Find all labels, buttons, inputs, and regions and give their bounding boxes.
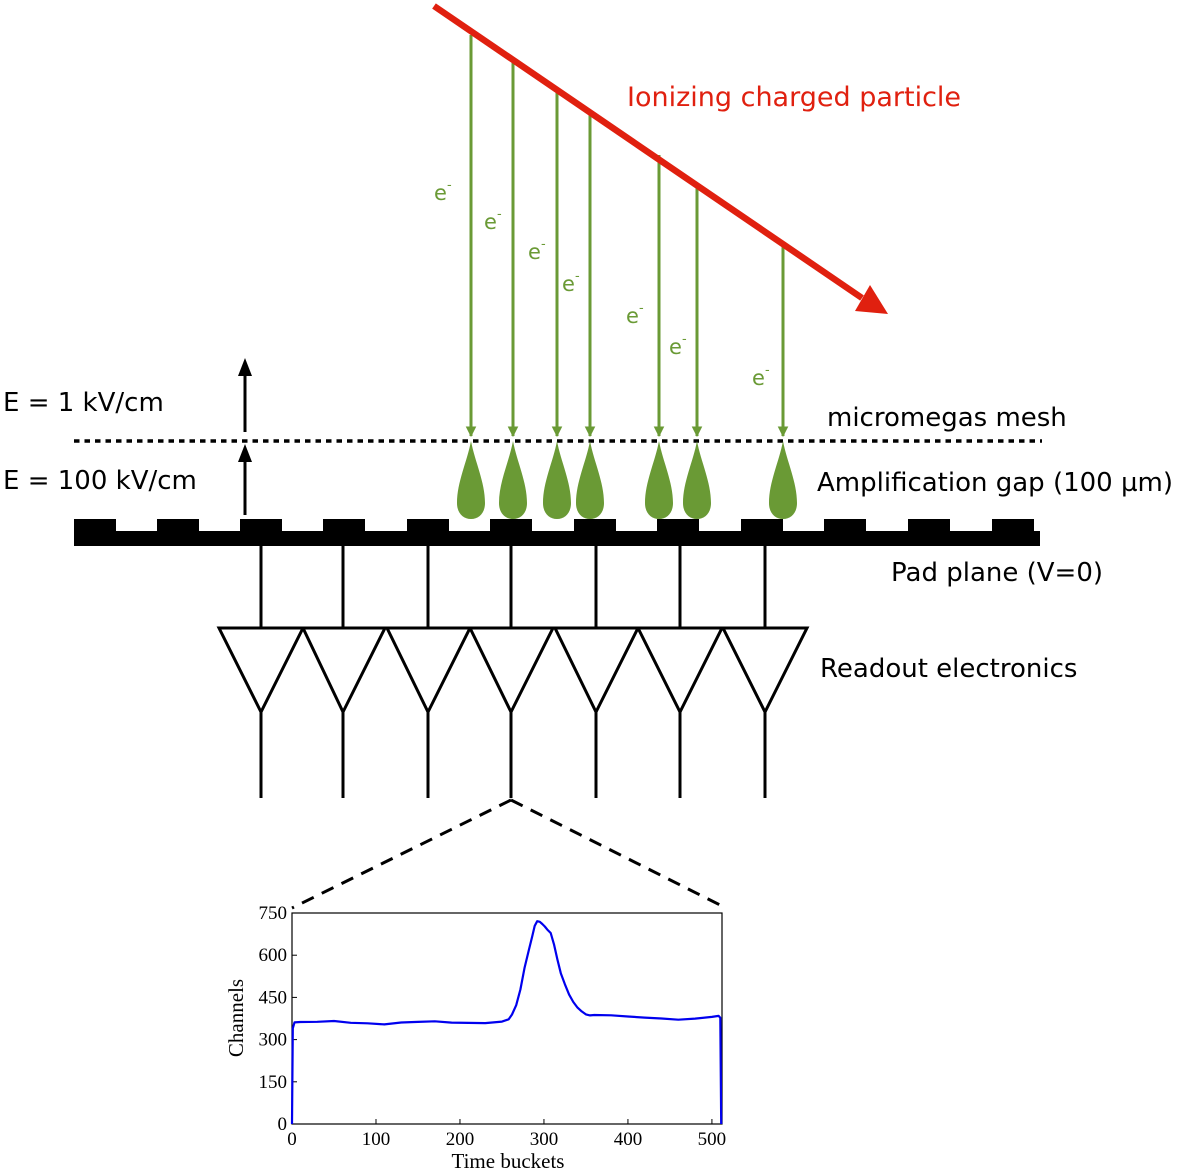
pad (908, 519, 950, 532)
electron-label: e (434, 181, 447, 205)
pad (741, 519, 783, 532)
amplifier-4 (467, 546, 556, 798)
x-tick-label: 300 (530, 1129, 559, 1150)
electron-charge-sup: - (682, 332, 687, 347)
y-tick-label: 750 (259, 903, 288, 924)
avalanche-drop-1 (457, 441, 485, 519)
drift-field-arrowhead (238, 358, 252, 376)
y-tick-label: 150 (259, 1072, 288, 1093)
x-tick-label: 0 (287, 1129, 297, 1150)
gap-label: Amplification gap (100 µm) (817, 468, 1173, 498)
x-tick-label: 100 (362, 1129, 391, 1150)
amplifier-2 (300, 546, 388, 798)
electron-drift-5: e - (626, 155, 665, 438)
amp-field-label: E = 100 kV/cm (3, 466, 197, 496)
readout-electronics (216, 546, 810, 798)
zoom-lines (291, 798, 723, 910)
electron-label: e (528, 240, 541, 264)
electron-charge-sup: - (447, 178, 452, 193)
mesh-label: micromegas mesh (827, 403, 1067, 433)
pad (490, 519, 532, 532)
electron-drift-4: e - (562, 113, 596, 438)
electron-charge-sup: - (575, 269, 580, 284)
particle-arrowhead (855, 285, 888, 314)
avalanches (457, 441, 797, 519)
y-axis: 0 150 300 450 600 750 (259, 903, 297, 1135)
electron-label: e (752, 366, 765, 390)
field-arrows (238, 358, 252, 515)
electron-charge-sup: - (639, 301, 644, 316)
y-tick-label: 600 (259, 945, 288, 966)
pad (574, 519, 616, 532)
pad (74, 519, 116, 532)
pad-plane-label: Pad plane (V=0) (891, 558, 1103, 588)
y-tick-label: 450 (259, 987, 288, 1008)
amplifier-6 (635, 546, 725, 798)
x-axis-label: Time buckets (452, 1149, 565, 1173)
electron-drift-1: e - (434, 35, 477, 438)
avalanche-drop-6 (683, 441, 711, 519)
avalanche-drop-5 (645, 441, 673, 519)
particle-label: Ionizing charged particle (627, 82, 961, 113)
electron-charge-sup: - (497, 207, 502, 222)
y-tick-label: 0 (278, 1114, 288, 1135)
electron-drift-3: e - (528, 90, 563, 438)
amplifier-7 (720, 546, 810, 798)
amplifier-5 (552, 546, 641, 798)
electron-drift-7: e - (752, 245, 789, 438)
x-tick-label: 200 (446, 1129, 475, 1150)
pad (407, 519, 449, 532)
electron-charge-sup: - (765, 363, 770, 378)
y-axis-label: Channels (224, 979, 248, 1057)
electron-drift-6: e - (669, 187, 703, 438)
pad-plane (74, 519, 1040, 546)
electron-label: e (484, 210, 497, 234)
particle-track (432, 3, 888, 314)
pad (240, 519, 282, 532)
drift-field-label: E = 1 kV/cm (3, 388, 164, 418)
avalanche-drop-2 (499, 441, 527, 519)
electron-label: e (562, 272, 575, 296)
drift-electrons: e - e - e - e - e - e - e (434, 35, 789, 438)
electron-drift-2: e - (484, 62, 519, 438)
amplifier-3 (384, 546, 473, 798)
avalanche-drop-4 (576, 441, 604, 519)
avalanche-drop-3 (543, 441, 571, 519)
amp-field-arrowhead (238, 444, 252, 462)
avalanche-drop-7 (769, 441, 797, 519)
readout-label: Readout electronics (820, 654, 1077, 684)
plot-frame (291, 912, 723, 1125)
pad (323, 519, 365, 532)
x-tick-label: 400 (614, 1129, 643, 1150)
x-axis: 0 100 200 300 400 500 (287, 1119, 726, 1150)
signal-series-line (290, 920, 723, 1125)
electron-label: e (626, 304, 639, 328)
electron-charge-sup: - (541, 237, 546, 252)
signal-chart: 0 100 200 300 400 500 0 150 300 450 600 750 Time b… (224, 903, 726, 1173)
pad (824, 519, 866, 532)
pad (657, 519, 699, 532)
pad (157, 519, 199, 532)
y-tick-label: 300 (259, 1030, 288, 1051)
pad (992, 519, 1034, 532)
pad-plane-base (74, 531, 1040, 546)
x-tick-label: 500 (698, 1129, 727, 1150)
electron-label: e (669, 335, 682, 359)
amplifier-1 (216, 546, 306, 798)
